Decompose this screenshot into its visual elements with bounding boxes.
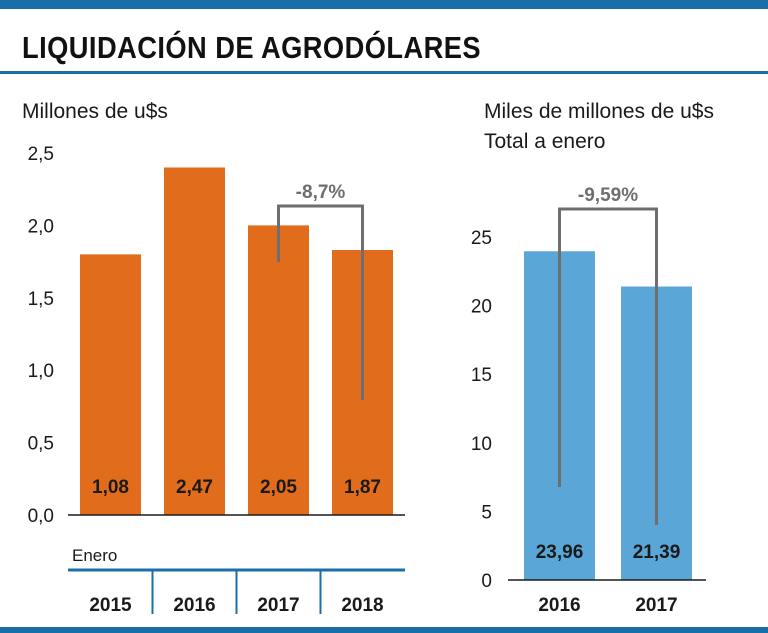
right-chart-unit-label: Miles de millones de u$s <box>484 100 714 123</box>
change-label: -8,7% <box>296 182 346 203</box>
data-label: 1,08 <box>92 477 129 498</box>
data-label: 1,87 <box>344 477 381 498</box>
data-label: 2,47 <box>176 477 213 498</box>
y-tick-label: 2,0 <box>28 216 54 237</box>
bar-2016 <box>164 167 225 516</box>
right-chart-subtitle: Total a enero <box>484 130 606 153</box>
y-tick-label: 15 <box>471 365 492 386</box>
top-rule <box>0 0 768 9</box>
change-bracket <box>558 207 658 525</box>
data-label: 23,96 <box>536 542 584 563</box>
data-label: 2,05 <box>260 477 297 498</box>
data-label: 21,39 <box>633 542 681 563</box>
category-header: Enero <box>72 546 117 565</box>
y-tick-label: 0,0 <box>28 506 54 527</box>
y-tick-label: 25 <box>471 228 492 249</box>
y-tick-label: 1,5 <box>28 289 54 310</box>
category-label: 2015 <box>89 595 132 616</box>
category-label: 2016 <box>538 595 580 616</box>
y-tick-label: 1,0 <box>28 361 54 382</box>
left-chart-unit-label: Millones de u$s <box>22 100 168 123</box>
bar-2017 <box>248 225 309 515</box>
change-bracket <box>277 204 364 400</box>
category-label: 2016 <box>173 595 215 616</box>
y-tick-label: 20 <box>471 297 492 318</box>
y-tick-label: 2,5 <box>28 144 54 165</box>
change-label: -9,59% <box>578 185 638 206</box>
category-label: 2017 <box>257 595 299 616</box>
chart-title: LIQUIDACIÓN DE AGRODÓLARES <box>22 30 482 65</box>
category-label: 2017 <box>635 595 677 616</box>
y-tick-label: 10 <box>471 434 492 455</box>
y-tick-label: 0 <box>481 571 492 592</box>
bar-2015 <box>80 254 141 516</box>
y-tick-label: 0,5 <box>28 434 54 455</box>
y-tick-label: 5 <box>481 502 492 523</box>
title-rule <box>0 71 768 74</box>
bottom-rule <box>0 627 768 633</box>
category-label: 2018 <box>341 595 383 616</box>
